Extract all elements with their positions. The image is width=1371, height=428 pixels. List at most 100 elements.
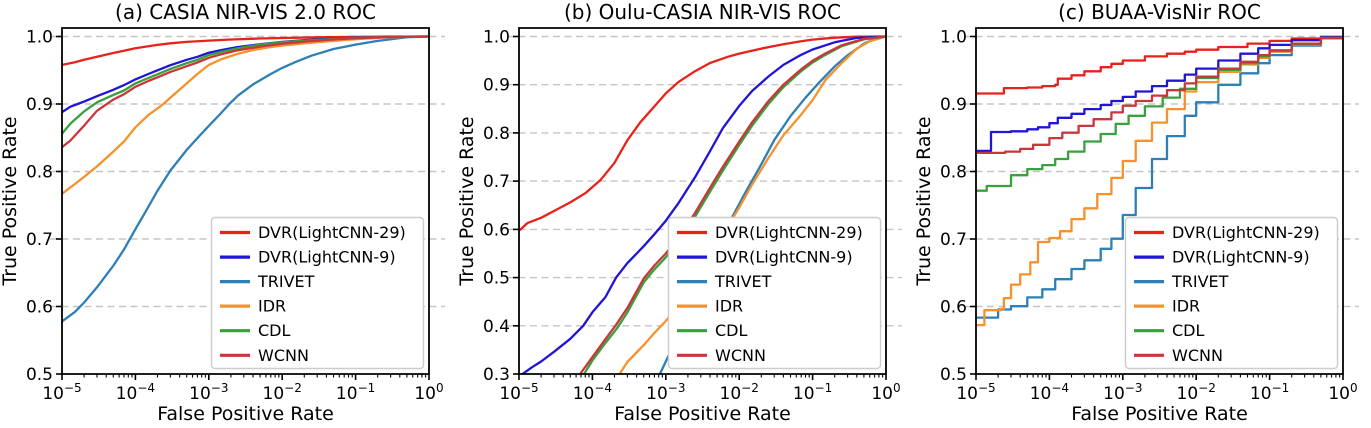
legend-label-trivet: TRIVET — [1171, 272, 1229, 291]
curve-wcnn — [976, 35, 1343, 155]
x-tick-label: 10−4 — [573, 381, 612, 404]
y-axis: 0.5 0.6 0.7 0.8 0.9 1.0 — [26, 28, 62, 385]
legend-box — [1124, 216, 1339, 370]
legend-label-wcnn: WCNN — [715, 346, 766, 365]
legend-label-idr: IDR — [715, 297, 743, 316]
x-tick-label: 10−5 — [42, 381, 81, 404]
y-tick-label: 0.9 — [26, 95, 53, 115]
curve-dvr-lightcnn-29 — [519, 35, 886, 232]
curves — [519, 35, 886, 374]
y-tick-label: 1.0 — [940, 28, 967, 48]
legend-label-cdl: CDL — [1172, 321, 1204, 340]
y-tick-label: 0.7 — [483, 172, 510, 192]
y-axis: 0.5 0.6 0.7 0.8 0.9 1.0 — [940, 28, 976, 385]
curves — [976, 35, 1343, 327]
x-axis: 10−5 10−4 10−3 10−2 10−1 100 — [956, 374, 1358, 404]
legend-label-dvr-lightcnn-29: DVR(LightCNN-29) — [1172, 223, 1320, 242]
panel-title: (a) CASIA NIR-VIS 2.0 ROC — [115, 0, 376, 24]
y-axis-label: True Positive Rate — [0, 116, 21, 286]
x-tick-label: 10−1 — [793, 381, 832, 404]
curve-wcnn — [578, 35, 886, 374]
y-tick-label: 0.7 — [940, 230, 967, 250]
legend-label-wcnn: WCNN — [1172, 346, 1223, 365]
y-tick-label: 0.9 — [483, 76, 510, 96]
x-tick-label: 10−4 — [1030, 381, 1069, 404]
x-tick-label: 10−3 — [646, 381, 685, 404]
y-axis-label: True Positive Rate — [457, 116, 478, 286]
x-axis-label: False Positive Rate — [614, 403, 791, 425]
curve-idr — [618, 35, 886, 374]
y-tick-label: 0.8 — [940, 163, 967, 183]
y-tick-label: 0.6 — [26, 298, 53, 318]
x-tick-label: 100 — [1328, 381, 1357, 404]
legend-label-idr: IDR — [258, 297, 286, 316]
legend-label-dvr-lightcnn-29: DVR(LightCNN-29) — [258, 223, 406, 242]
curve-trivet — [976, 35, 1343, 319]
legend-label-wcnn: WCNN — [258, 346, 309, 365]
curve-wcnn — [62, 35, 429, 149]
x-tick-label: 10−5 — [956, 381, 995, 404]
x-axis: 10−5 10−4 10−3 10−2 10−1 100 — [499, 374, 901, 404]
y-tick-label: 0.8 — [26, 163, 53, 183]
x-tick-label: 100 — [871, 381, 900, 404]
roc-chart-a: 0.50.60.70.80.91.010−5 10−4 10−3 10−2 10−1 10… — [0, 0, 445, 425]
legend-label-trivet: TRIVET — [257, 272, 315, 291]
y-tick-label: 1.0 — [26, 28, 53, 48]
curve-cdl — [582, 35, 886, 374]
y-tick-label: 0.5 — [26, 365, 53, 385]
panel-title: (b) Oulu-CASIA NIR-VIS ROC — [564, 0, 841, 24]
curve-dvr-lightcnn-9 — [520, 35, 886, 374]
legend: DVR(LightCNN-29) DVR(LightCNN-9) TRIVET IDR… — [1124, 216, 1339, 370]
curves — [62, 35, 429, 323]
y-tick-label: 0.5 — [483, 269, 510, 289]
legend: DVR(LightCNN-29) DVR(LightCNN-9) TRIVET IDR… — [210, 216, 425, 370]
legend-label-dvr-lightcnn-29: DVR(LightCNN-29) — [715, 223, 863, 242]
curve-cdl — [976, 35, 1343, 192]
legend-label-dvr-lightcnn-9: DVR(LightCNN-9) — [258, 248, 396, 267]
y-tick-label: 0.7 — [26, 230, 53, 250]
x-tick-label: 10−1 — [1250, 381, 1289, 404]
y-tick-label: 0.6 — [940, 298, 967, 318]
legend-label-trivet: TRIVET — [714, 272, 772, 291]
legend-label-cdl: CDL — [258, 321, 290, 340]
x-tick-label: 10−1 — [336, 381, 375, 404]
curve-dvr-lightcnn-9 — [976, 35, 1343, 153]
legend-box — [210, 216, 425, 370]
y-tick-label: 0.6 — [483, 220, 510, 240]
legend-label-cdl: CDL — [715, 321, 747, 340]
x-tick-label: 10−4 — [116, 381, 155, 404]
legend-label-dvr-lightcnn-9: DVR(LightCNN-9) — [715, 248, 853, 267]
y-tick-label: 0.4 — [483, 317, 510, 337]
legend-box — [667, 216, 882, 370]
x-tick-label: 10−2 — [720, 381, 759, 404]
x-tick-label: 100 — [414, 381, 443, 404]
y-tick-label: 1.0 — [483, 28, 510, 48]
panel-b: 0.3 0.4 0.5 0.6 0.7 0.8 0.9 1.0 10−5 10−4 10−3 10−2… — [457, 0, 914, 428]
curve-dvr-lightcnn-29 — [976, 35, 1343, 95]
x-tick-label: 10−5 — [499, 381, 538, 404]
panel-a: 0.5 0.6 0.7 0.8 0.9 1.0 10−5 10−4 10−3 10−2 10−1 10… — [0, 0, 457, 428]
curve-dvr-lightcnn-29 — [62, 35, 429, 67]
x-tick-label: 10−3 — [1103, 381, 1142, 404]
x-tick-label: 10−3 — [189, 381, 228, 404]
roc-chart-c: 0.50.60.70.80.91.010−5 10−4 10−3 10−2 10−1 10… — [914, 0, 1359, 425]
y-tick-label: 0.5 — [940, 365, 967, 385]
x-axis-label: False Positive Rate — [1071, 403, 1248, 425]
x-axis: 10−5 10−4 10−3 10−2 10−1 100 — [42, 374, 444, 404]
x-tick-label: 10−2 — [1177, 381, 1216, 404]
y-tick-label: 0.8 — [483, 124, 510, 144]
curve-idr — [62, 35, 429, 195]
legend: DVR(LightCNN-29) DVR(LightCNN-9) TRIVET IDR… — [667, 216, 882, 370]
y-axis-label: True Positive Rate — [914, 116, 935, 286]
x-axis-label: False Positive Rate — [157, 403, 334, 425]
y-axis: 0.3 0.4 0.5 0.6 0.7 0.8 0.9 1.0 — [483, 28, 519, 385]
panel-title: (c) BUAA-VisNir ROC — [1058, 0, 1261, 24]
curve-trivet — [62, 35, 429, 323]
y-tick-label: 0.9 — [940, 95, 967, 115]
panel-c: 0.5 0.6 0.7 0.8 0.9 1.0 10−5 10−4 10−3 10−2 10−1 10… — [914, 0, 1371, 428]
legend-label-idr: IDR — [1172, 297, 1200, 316]
x-tick-label: 10−2 — [263, 381, 302, 404]
roc-chart-b: 0.3 0.4 0.5 0.6 0.7 0.8 0.9 1.0 10−5 10−4 10−3 10−2… — [457, 0, 902, 425]
y-tick-label: 0.3 — [483, 365, 510, 385]
